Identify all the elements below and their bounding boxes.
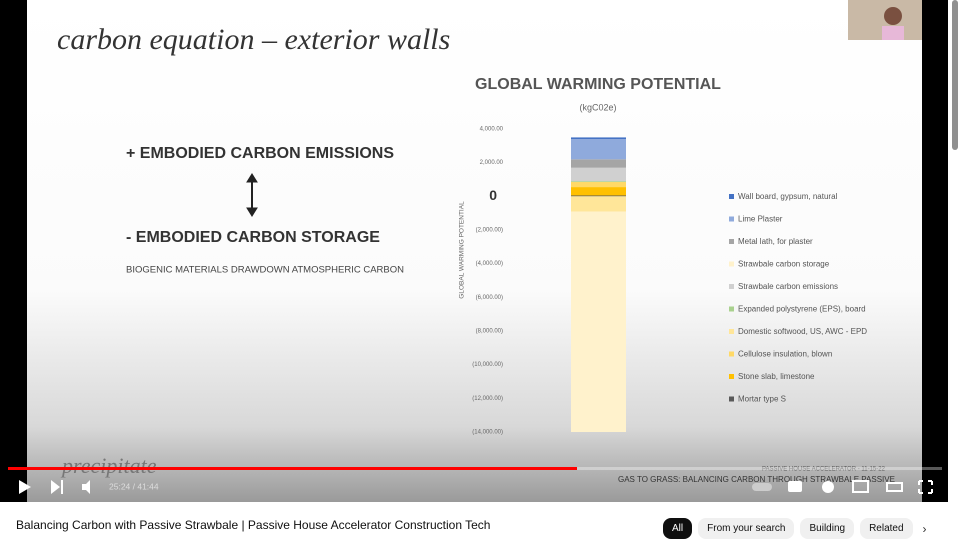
bar-segment	[571, 182, 626, 188]
filter-chip[interactable]: From your search	[698, 518, 795, 539]
filter-chip[interactable]: All	[663, 518, 693, 539]
theater-button[interactable]	[886, 482, 903, 492]
logo: precipitate	[60, 453, 157, 478]
legend-label: Stone slab, limestone	[738, 372, 815, 381]
slide	[27, 0, 922, 502]
video-player[interactable]: carbon equation – exterior walls + EMBOD…	[0, 0, 948, 502]
y-axis-label: GLOBAL WARMING POTENTIAL	[459, 201, 466, 299]
legend-label: Lime Plaster	[738, 215, 783, 224]
chart-title: GLOBAL WARMING POTENTIAL	[475, 76, 721, 93]
legend-swatch	[729, 216, 734, 222]
legend-swatch	[729, 284, 734, 289]
bar-segment	[571, 159, 626, 168]
legend-swatch	[729, 351, 734, 357]
legend-label: Strawbale carbon storage	[738, 260, 830, 269]
slide-line: + EMBODIED CARBON EMISSIONS	[126, 145, 394, 162]
slide-line: - EMBODIED CARBON STORAGE	[126, 229, 380, 246]
legend-label: Mortar type S	[738, 395, 786, 404]
below-player: Balancing Carbon with Passive Strawbale …	[0, 502, 948, 540]
miniplayer-button[interactable]	[852, 480, 869, 493]
bar-segment	[571, 195, 626, 197]
bar-segment	[571, 181, 626, 183]
bar-segment	[571, 139, 626, 160]
chart-subtitle: (kgC02e)	[579, 102, 616, 112]
slide-heading: carbon equation – exterior walls	[57, 23, 450, 56]
y-tick-label: (4,000.00)	[476, 261, 503, 267]
bar-segment	[571, 137, 626, 140]
legend-label: Expanded polystyrene (EPS), board	[738, 305, 866, 314]
y-tick-label: (6,000.00)	[476, 295, 503, 301]
time: 25:24 / 41:44	[109, 481, 159, 491]
y-tick-label: (10,000.00)	[472, 362, 503, 368]
y-tick-label: 2,000.00	[480, 160, 504, 166]
legend-label: Wall board, gypsum, natural	[738, 192, 838, 201]
settings-button[interactable]	[822, 481, 834, 493]
bar-segment	[571, 187, 626, 196]
chart: GLOBAL WARMING POTENTIAL (kgC02e) GLOBAL…	[459, 76, 868, 435]
legend-swatch	[729, 239, 734, 244]
webcam	[848, 0, 922, 40]
y-tick-label: 0	[489, 187, 497, 203]
volume-button[interactable]	[82, 480, 90, 494]
legend-swatch	[729, 329, 734, 334]
bar-segment	[571, 211, 626, 432]
y-tick-label: (12,000.00)	[472, 396, 503, 402]
slide-footer: PASSIVE HOUSE ACCELERATOR - 11-15-22	[762, 467, 886, 473]
y-tick-label: (14,000.00)	[472, 430, 503, 436]
legend-swatch	[729, 194, 734, 199]
chip-bar: All From your search Building Related ›	[663, 518, 927, 539]
filter-chip[interactable]: Related	[860, 518, 913, 539]
controls: 25:24 / 41:44	[19, 480, 933, 494]
progress-played	[8, 467, 577, 470]
legend-label: Metal lath, for plaster	[738, 237, 813, 246]
y-tick-label: 4,000.00	[480, 127, 504, 133]
bar-segment	[571, 167, 626, 182]
y-tick-label: (8,000.00)	[476, 329, 503, 335]
legend-label: Cellulose insulation, blown	[738, 350, 832, 359]
fullscreen-button[interactable]	[918, 480, 933, 494]
captions-button[interactable]	[788, 481, 802, 492]
slide-footer: GAS TO GRASS: BALANCING CARBON THROUGH S…	[618, 475, 895, 484]
bar-segment	[571, 196, 626, 212]
y-tick-label: (2,000.00)	[476, 228, 503, 234]
legend-label: Strawbale carbon emissions	[738, 282, 838, 291]
play-button[interactable]	[19, 480, 31, 494]
double-arrow	[246, 173, 258, 217]
next-button[interactable]	[51, 480, 63, 494]
legend-swatch	[729, 396, 734, 402]
video-title[interactable]: Balancing Carbon with Passive Strawbale …	[16, 518, 491, 532]
legend-swatch	[729, 306, 734, 312]
slide-note: BIOGENIC MATERIALS DRAWDOWN ATMOSPHERIC …	[126, 265, 404, 276]
scrollbar[interactable]	[952, 0, 958, 150]
chip-next[interactable]: ›	[922, 521, 927, 536]
legend-swatch	[729, 261, 734, 267]
autoplay-toggle[interactable]	[752, 483, 772, 491]
legend-swatch	[729, 374, 734, 379]
legend-label: Domestic softwood, US, AWC - EPD	[738, 327, 867, 336]
filter-chip[interactable]: Building	[800, 518, 855, 539]
